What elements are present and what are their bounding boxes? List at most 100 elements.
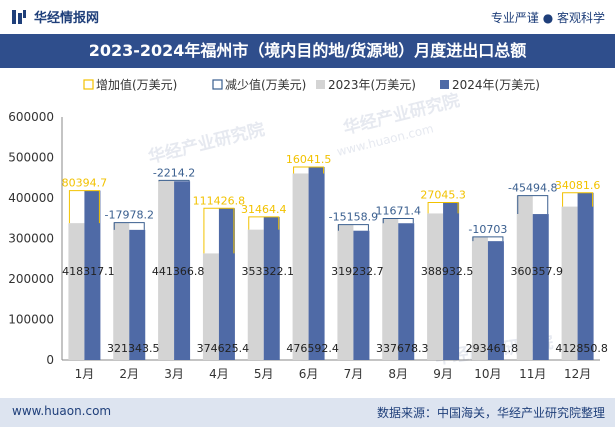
y-tick-label: 0 <box>46 353 54 367</box>
y-tick-label: 400000 <box>8 191 54 205</box>
value-label: 476592.4 <box>286 342 339 355</box>
value-label: 319232.7 <box>331 265 384 278</box>
x-tick-label: 6月 <box>299 367 319 381</box>
bar-2023 <box>158 180 175 360</box>
change-label: -10703 <box>468 223 507 236</box>
change-label: 80394.7 <box>62 177 108 190</box>
footer: www.huaon.com 数据来源：中国海关，华经产业研究院整理 <box>0 398 615 427</box>
change-label: -45494.8 <box>508 182 557 195</box>
title-bar: 2023-2024年福州市（境内目的地/货源地）月度进出口总额 <box>0 34 615 68</box>
bar-2023 <box>68 223 85 360</box>
y-tick-label: 600000 <box>8 110 54 124</box>
legend-2024-swatch <box>440 80 449 89</box>
value-label: 441366.8 <box>152 265 205 278</box>
brand[interactable]: 华经情报网 <box>10 7 99 26</box>
bars <box>68 166 594 360</box>
increase-bracket <box>68 190 100 224</box>
bar-2024 <box>353 230 370 360</box>
footer-source: 数据来源：中国海关，华经产业研究院整理 <box>376 406 605 420</box>
value-label: 353322.1 <box>242 265 295 278</box>
value-label: 418317.1 <box>62 265 115 278</box>
chart-title: 2023-2024年福州市（境内目的地/货源地）月度进出口总额 <box>88 41 527 60</box>
x-tick-label: 8月 <box>388 367 408 381</box>
bar-2023 <box>337 224 354 360</box>
change-label: -17978.2 <box>105 209 154 222</box>
bar-2023 <box>382 218 399 360</box>
change-label: 111426.8 <box>193 194 246 207</box>
increase-bracket <box>427 201 459 214</box>
bar-2024 <box>263 216 280 360</box>
x-tick-label: 11月 <box>519 367 546 381</box>
decrease-bracket <box>382 218 414 224</box>
bar-2023 <box>471 236 488 360</box>
axes: 0 100000 200000 300000 400000 500000 600000 1月 2… <box>8 110 600 381</box>
change-label: 34081.6 <box>555 179 601 192</box>
bar-2023 <box>292 173 309 360</box>
bar-2024 <box>84 190 101 360</box>
y-tick-label: 500000 <box>8 151 54 165</box>
watermark-text-1: 华经产业研究院 <box>146 119 267 168</box>
change-label: 31464.4 <box>241 203 287 216</box>
x-tick-label: 7月 <box>344 367 364 381</box>
value-label: 360357.9 <box>511 265 564 278</box>
change-label: 11671.4 <box>376 205 422 218</box>
x-tick-label: 3月 <box>164 367 184 381</box>
bar-2024 <box>218 208 235 360</box>
bar-2024 <box>129 229 146 360</box>
decrease-bracket <box>113 222 145 230</box>
bar-2024 <box>174 181 191 360</box>
bar-2023 <box>113 222 130 360</box>
legend-2024-label: 2024年(万美元) <box>452 78 540 92</box>
decrease-bracket <box>472 236 504 242</box>
y-tick-label: 200000 <box>8 272 54 286</box>
decrease-bracket <box>517 195 549 215</box>
chart-svg: 增加值(万美元) 减少值(万美元) 2023年(万美元) 2024年(万美元) … <box>8 77 608 381</box>
increase-bracket <box>562 192 594 207</box>
footer-website[interactable]: www.huaon.com <box>12 404 112 418</box>
x-tick-label: 5月 <box>254 367 274 381</box>
brand-name: 华经情报网 <box>34 11 100 26</box>
bar-2024 <box>577 192 594 360</box>
y-tick-label: 300000 <box>8 232 54 246</box>
legend-increase-label: 增加值(万美元) <box>96 77 177 92</box>
change-label: -2214.2 <box>153 166 195 179</box>
legend-decrease-swatch <box>212 79 223 90</box>
change-label: 16041.5 <box>286 153 332 166</box>
value-label: 321343.5 <box>107 342 160 355</box>
bar-2023 <box>202 253 219 360</box>
x-tick-label: 10月 <box>474 367 501 381</box>
bar-2024 <box>487 241 504 360</box>
bar-2023 <box>247 229 264 360</box>
value-label: 374625.4 <box>197 342 250 355</box>
change-label: -15158.9 <box>329 211 378 224</box>
increase-bracket <box>293 166 325 174</box>
increase-bracket <box>203 207 235 254</box>
chart-area: 增加值(万美元) 减少值(万美元) 2023年(万美元) 2024年(万美元) … <box>0 68 615 398</box>
bar-2023 <box>427 213 444 360</box>
change-label: 27045.3 <box>420 188 466 201</box>
labels: 80394.7 418317.1 -17978.2 321343.5 -2214.2 44… <box>62 153 608 355</box>
bar-2023 <box>516 195 533 360</box>
decrease-bracket <box>158 179 190 182</box>
y-tick-label: 100000 <box>8 313 54 327</box>
x-tick-label: 4月 <box>209 367 229 381</box>
value-label: 412850.8 <box>555 342 608 355</box>
legend: 增加值(万美元) 减少值(万美元) 2023年(万美元) 2024年(万美元) <box>83 77 540 92</box>
x-tick-label: 2月 <box>119 367 139 381</box>
x-tick-label: 9月 <box>433 367 453 381</box>
decrease-bracket <box>337 224 369 231</box>
bar-2023 <box>561 206 578 360</box>
legend-2023-label: 2023年(万美元) <box>328 78 416 92</box>
value-label: 293461.8 <box>466 342 519 355</box>
bar-2024 <box>443 202 460 360</box>
legend-2023-swatch <box>316 80 325 89</box>
increase-bracket <box>248 216 280 230</box>
x-tick-label: 12月 <box>564 367 591 381</box>
value-label: 337678.3 <box>376 342 429 355</box>
top-bar: 华经情报网 专业严谨 ● 客观科学 <box>0 0 615 35</box>
legend-increase-swatch <box>83 79 94 90</box>
value-label: 388932.5 <box>421 265 474 278</box>
bar-2024 <box>308 166 325 360</box>
legend-decrease-label: 减少值(万美元) <box>225 77 306 92</box>
brand-logo-icon <box>12 9 26 24</box>
